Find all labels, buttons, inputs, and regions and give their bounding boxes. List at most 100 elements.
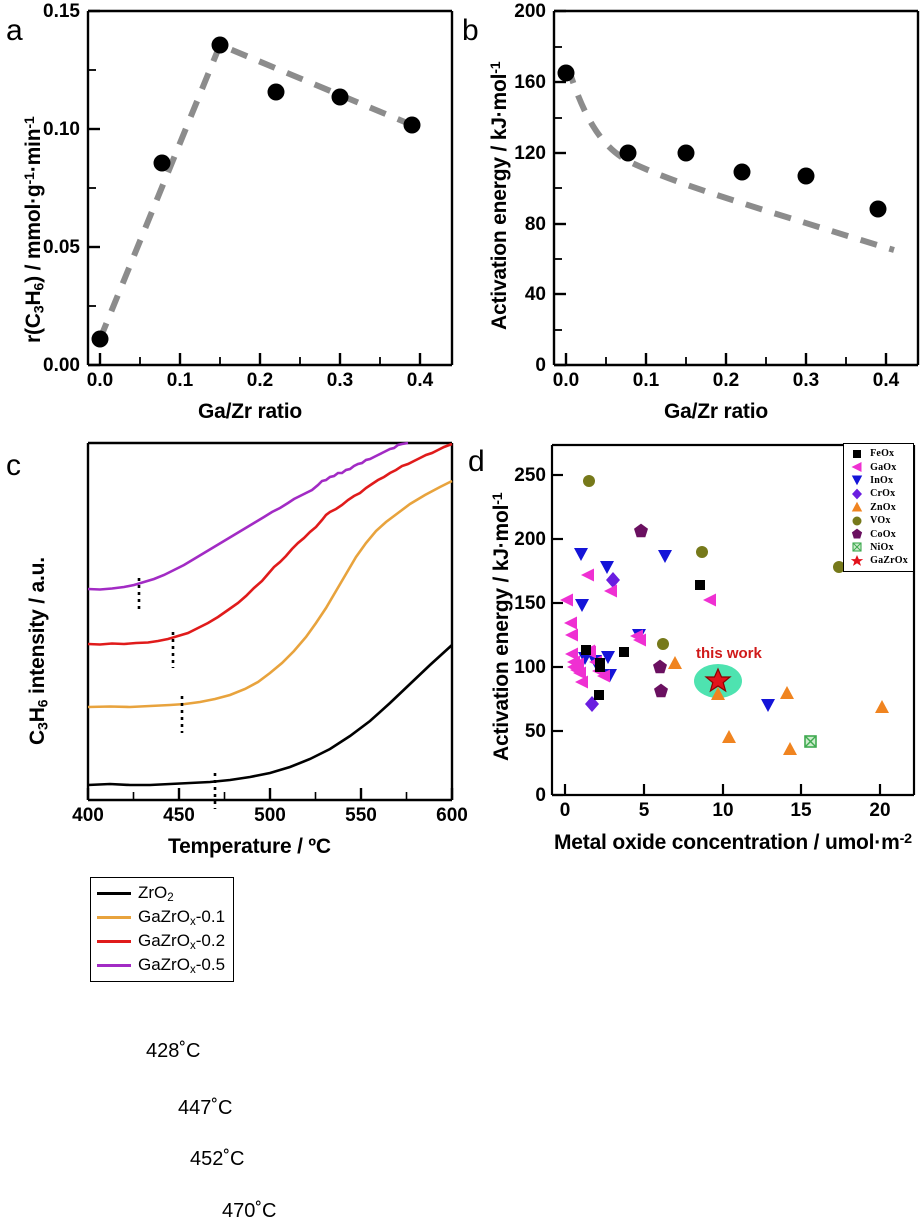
triangle-down-icon xyxy=(849,474,865,486)
legend-line-swatch-zro2 xyxy=(97,891,131,895)
panel-d-legend-item-inox: InOx xyxy=(849,474,908,487)
panel-c-legend-item-zro2: ZrO2 xyxy=(97,881,225,905)
panel-d-ytick-4: 200 xyxy=(514,529,546,550)
triangle-up-icon xyxy=(849,501,865,513)
panel-b-xtick-3: 0.3 xyxy=(792,370,820,391)
panel-a-yaxis-title: r(C3H6) / mmol·g-1·min-1 xyxy=(22,116,48,343)
panel-c-annotation-447: 447˚C xyxy=(178,1097,233,1119)
panel-d-legend-label-crox: CrOx xyxy=(870,488,896,500)
panel-d-legend-label-gazrox: GaZrOx xyxy=(870,555,908,567)
panel-c-xaxis-title: Temperature / ºC xyxy=(168,835,331,858)
panel-d-ytick-0: 0 xyxy=(535,785,546,806)
panel-c-letter: c xyxy=(6,449,21,482)
panel-b: b xyxy=(460,0,920,433)
panel-a-letter: a xyxy=(6,14,23,47)
panel-a-xtick-3: 0.3 xyxy=(326,370,354,391)
panel-d-ytick-1: 50 xyxy=(524,721,546,742)
panel-d-yaxis-title: Activation energy / kJ·mol-1 xyxy=(490,492,513,762)
crossed-square-icon xyxy=(849,541,865,553)
panel-c-yaxis-title: C3H6 intensity / a.u. xyxy=(26,557,52,745)
star-icon xyxy=(849,554,865,567)
panel-b-xaxis-title: Ga/Zr ratio xyxy=(664,400,768,423)
panel-c-legend-label-gazrox-05: GaZrOx-0.5 xyxy=(138,954,226,976)
panel-b-yaxis-title: Activation energy / kJ·mol-1 xyxy=(488,61,511,331)
panel-d-legend-item-gazrox: GaZrOx xyxy=(849,554,908,567)
panel-a-xtick-0: 0.0 xyxy=(86,370,114,391)
panel-c-curve-gazrox-05 xyxy=(87,441,409,591)
panel-b-xtick-1: 0.1 xyxy=(632,370,660,391)
panel-c-annotation-428: 428˚C xyxy=(146,1040,201,1062)
circle-icon xyxy=(849,515,865,527)
panel-d-series-niox xyxy=(804,735,817,748)
panel-c-curve-gazrox-02 xyxy=(87,442,453,646)
panel-b-data-points xyxy=(557,64,887,218)
panel-d-xtick-2: 10 xyxy=(712,800,734,821)
panel-c-legend-item-gazrox-02: GaZrOx-0.2 xyxy=(97,929,225,953)
panel-b-ytick-2: 80 xyxy=(524,214,546,235)
panel-d-legend-label-feox: FeOx xyxy=(870,448,895,460)
panel-c-xtick-0: 400 xyxy=(72,805,104,826)
panel-a-data-points xyxy=(91,36,421,348)
diamond-icon xyxy=(849,488,865,500)
panel-b-ytick-0: 0 xyxy=(535,355,546,376)
panel-d-this-work-annotation: this work xyxy=(696,645,762,662)
panel-b-xtick-0: 0.0 xyxy=(552,370,580,391)
panel-d-legend-item-feox: FeOx xyxy=(849,447,908,460)
panel-d-series-inox xyxy=(574,548,775,712)
panel-a-xtick-2: 0.2 xyxy=(246,370,274,391)
panel-a-xtick-1: 0.1 xyxy=(166,370,194,391)
panel-c-annotation-452: 452˚C xyxy=(190,1148,245,1170)
panel-a-ytick-0: 0.00 xyxy=(43,355,80,376)
panel-d-legend-item-vox: VOx xyxy=(849,514,908,527)
panel-d-legend-label-znox: ZnOx xyxy=(870,501,896,513)
panel-a-plot xyxy=(86,9,454,367)
panel-b-ytick-1: 40 xyxy=(524,284,546,305)
panel-b-ytick-5: 200 xyxy=(514,1,546,22)
panel-d-ytick-3: 150 xyxy=(514,593,546,614)
panel-a-ytick-1: 0.05 xyxy=(43,237,80,258)
panel-d-xtick-4: 20 xyxy=(869,800,891,821)
square-icon xyxy=(849,448,865,460)
panel-d-legend-item-niox: NiOx xyxy=(849,541,908,554)
panel-d-legend-label-inox: InOx xyxy=(870,474,894,486)
panel-d-letter: d xyxy=(468,445,485,478)
pentagon-icon xyxy=(849,528,865,540)
panel-c-xtick-2: 500 xyxy=(254,805,286,826)
panel-c-xtick-3: 550 xyxy=(345,805,377,826)
panel-a-ytick-2: 0.10 xyxy=(43,119,80,140)
panel-d-series-cox xyxy=(634,523,668,698)
panel-c-curve-gazrox-01 xyxy=(87,479,453,709)
panel-c-curve-zro2 xyxy=(87,644,453,787)
panel-c-legend-label-gazrox-02: GaZrOx-0.2 xyxy=(138,930,226,952)
panel-c-legend-item-gazrox-05: GaZrOx-0.5 xyxy=(97,953,225,977)
panel-d-xaxis-title: Metal oxide concentration / umol·m-2 xyxy=(554,831,912,854)
panel-a: a xyxy=(0,0,460,433)
panel-d-legend-item-znox: ZnOx xyxy=(849,501,908,514)
panel-c-legend-item-gazrox-01: GaZrOx-0.1 xyxy=(97,905,225,929)
legend-line-swatch-gazrox-01 xyxy=(97,915,131,919)
panel-c-annotation-470: 470˚C xyxy=(222,1200,277,1222)
panel-d-xtick-0: 0 xyxy=(559,800,571,821)
panel-c-legend: ZrO2 GaZrOx-0.1 GaZrOx-0.2 GaZrOx-0.5 xyxy=(90,877,235,982)
panel-d-ytick-5: 250 xyxy=(514,465,546,486)
panel-c-legend-label-gazrox-01: GaZrOx-0.1 xyxy=(138,906,226,928)
legend-line-swatch-gazrox-02 xyxy=(97,939,131,943)
panel-b-plot xyxy=(552,9,920,367)
panel-d-legend-item-gaox: GaOx xyxy=(849,460,908,473)
panel-b-trend-line xyxy=(565,66,895,253)
panel-d-series-vox xyxy=(583,475,845,650)
panel-d-legend-label-gaox: GaOx xyxy=(870,461,897,473)
panel-d-legend-label-vox: VOx xyxy=(870,515,891,527)
panel-d: d xyxy=(460,433,920,866)
panel-d-ytick-2: 100 xyxy=(514,657,546,678)
legend-line-swatch-gazrox-05 xyxy=(97,963,131,967)
panel-d-xtick-1: 5 xyxy=(638,800,650,821)
triangle-left-icon xyxy=(849,461,865,473)
panel-d-legend-item-coox: CoOx xyxy=(849,527,908,540)
panel-d-legend-item-crox: CrOx xyxy=(849,487,908,500)
panel-a-xaxis-title: Ga/Zr ratio xyxy=(198,400,302,423)
panel-c-xtick-1: 450 xyxy=(163,805,195,826)
panel-d-legend-label-coox: CoOx xyxy=(870,528,896,540)
panel-a-trend-line xyxy=(97,41,414,341)
